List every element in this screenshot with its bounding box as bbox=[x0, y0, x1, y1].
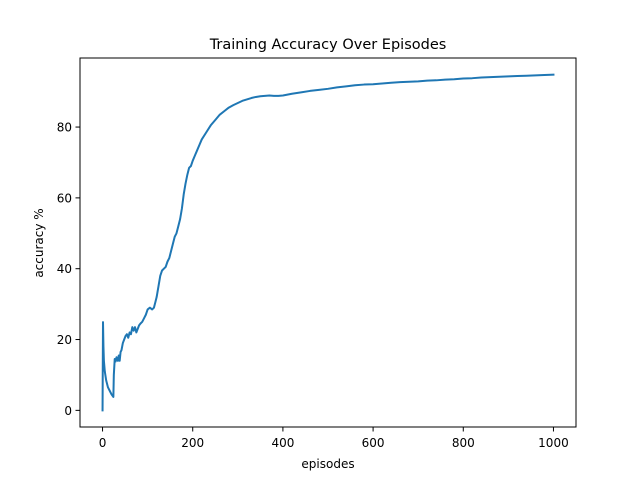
y-tick-label: 0 bbox=[64, 404, 72, 418]
x-tick-label: 200 bbox=[181, 436, 204, 450]
axes-frame bbox=[79, 57, 577, 428]
y-tick-label: 20 bbox=[57, 333, 72, 347]
y-tick-label: 60 bbox=[57, 191, 72, 205]
series-line bbox=[101, 73, 555, 412]
x-tick-label: 0 bbox=[99, 436, 107, 450]
x-tick-label: 400 bbox=[271, 436, 294, 450]
plot-area bbox=[79, 57, 577, 428]
x-axis: 0 200 400 600 800 1000 bbox=[99, 427, 569, 450]
x-tick-label: 1000 bbox=[538, 436, 569, 450]
y-tick-label: 40 bbox=[57, 262, 72, 276]
x-tick-label: 800 bbox=[452, 436, 475, 450]
y-axis: 0 20 40 60 80 bbox=[57, 121, 80, 418]
y-tick-label: 80 bbox=[57, 121, 72, 135]
y-axis-label: accuracy % bbox=[32, 208, 46, 277]
x-tick-label: 600 bbox=[362, 436, 385, 450]
chart-title: Training Accuracy Over Episodes bbox=[209, 37, 447, 53]
x-axis-label: episodes bbox=[301, 457, 354, 471]
